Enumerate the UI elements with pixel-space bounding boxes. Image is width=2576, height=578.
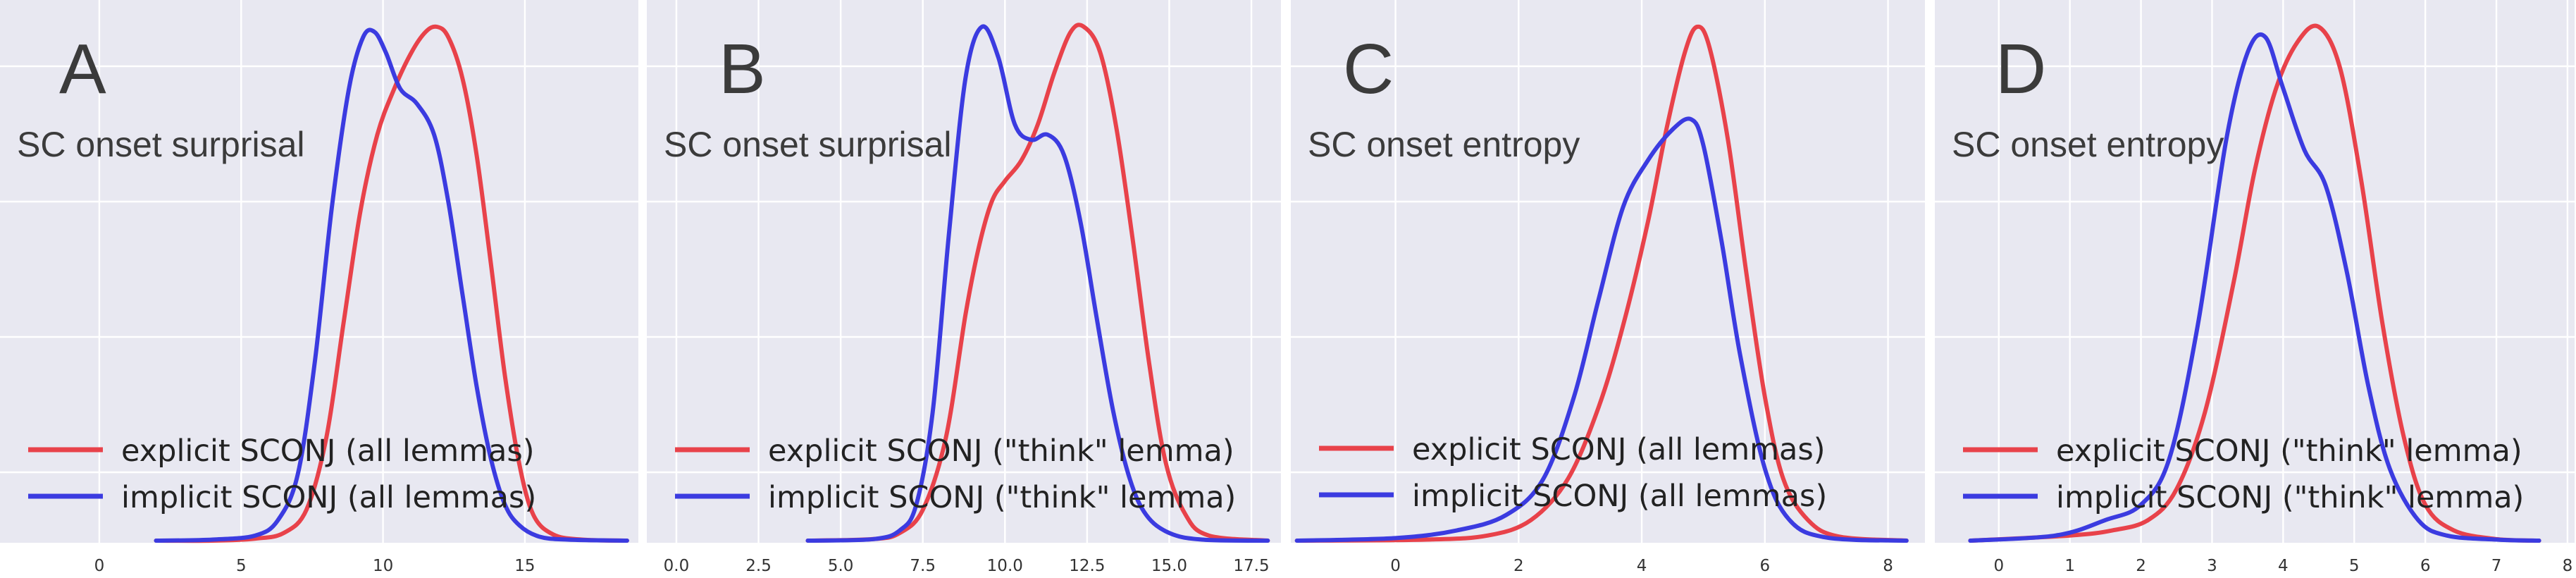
legend-label-implicit: implicit SCONJ ("think" lemma) bbox=[2056, 480, 2524, 515]
x-tick-label: 6 bbox=[2420, 557, 2431, 575]
implicit-density-line bbox=[805, 24, 1270, 543]
x-tick-label: 7.5 bbox=[910, 557, 936, 575]
x-axis-ticks: 0 2 4 6 8 bbox=[1390, 557, 1893, 575]
grid-lines bbox=[0, 0, 638, 543]
legend-label-implicit: implicit SCONJ ("think" lemma) bbox=[768, 480, 1236, 515]
x-tick-label: 4 bbox=[1637, 557, 1647, 575]
panel-background bbox=[1935, 0, 2575, 543]
panel-letter: D bbox=[1995, 30, 2046, 109]
x-axis-ticks: 0 1 2 3 4 5 6 7 8 bbox=[1993, 557, 2572, 575]
x-tick-label: 15 bbox=[514, 557, 535, 575]
x-tick-label: 5.0 bbox=[828, 557, 854, 575]
x-tick-label: 0 bbox=[94, 557, 105, 575]
x-tick-label: 8 bbox=[1883, 557, 1893, 575]
panel-b: B SC onset surprisal explicit SCONJ ("th… bbox=[647, 0, 1281, 575]
legend-label-implicit: implicit SCONJ (all lemmas) bbox=[1412, 479, 1827, 514]
x-tick-label: 2 bbox=[1513, 557, 1524, 575]
grid-lines bbox=[1935, 0, 2575, 543]
x-tick-label: 6 bbox=[1759, 557, 1770, 575]
implicit-density-line bbox=[154, 27, 629, 543]
panel-title: SC onset entropy bbox=[1952, 125, 2224, 164]
x-tick-label: 0 bbox=[1390, 557, 1401, 575]
panel-background bbox=[1291, 0, 1925, 543]
panel-title: SC onset surprisal bbox=[17, 125, 305, 164]
density-curves bbox=[1294, 24, 1909, 543]
panel-background bbox=[0, 0, 638, 543]
x-axis-ticks: 0.0 2.5 5.0 7.5 10.0 12.5 15.0 17.5 bbox=[664, 557, 1270, 575]
implicit-density-line bbox=[1968, 32, 2541, 543]
panel-letter: A bbox=[59, 30, 106, 109]
panel-letter: C bbox=[1343, 30, 1394, 109]
panel-a: A SC onset surprisal explicit SCONJ (all… bbox=[0, 0, 638, 575]
x-tick-label: 8 bbox=[2563, 557, 2573, 575]
explicit-density-line bbox=[1968, 23, 2541, 543]
density-curves bbox=[1968, 23, 2541, 543]
implicit-density-line bbox=[1294, 116, 1909, 543]
x-tick-label: 17.5 bbox=[1233, 557, 1269, 575]
panel-c: C SC onset entropy explicit SCONJ (all l… bbox=[1291, 0, 1925, 575]
x-tick-label: 10 bbox=[373, 557, 393, 575]
x-tick-label: 0.0 bbox=[664, 557, 690, 575]
x-tick-label: 3 bbox=[2207, 557, 2217, 575]
explicit-density-line bbox=[154, 24, 629, 543]
legend: explicit SCONJ (all lemmas) implicit SCO… bbox=[28, 434, 536, 515]
x-tick-label: 10.0 bbox=[987, 557, 1023, 575]
legend: explicit SCONJ ("think" lemma) implicit … bbox=[1963, 434, 2524, 515]
x-tick-label: 2.5 bbox=[745, 557, 772, 575]
x-tick-label: 15.0 bbox=[1151, 557, 1187, 575]
x-tick-label: 5 bbox=[2349, 557, 2360, 575]
legend-label-explicit: explicit SCONJ ("think" lemma) bbox=[768, 434, 1234, 469]
legend: explicit SCONJ ("think" lemma) implicit … bbox=[675, 434, 1236, 515]
x-tick-label: 5 bbox=[236, 557, 247, 575]
legend: explicit SCONJ (all lemmas) implicit SCO… bbox=[1319, 432, 1827, 514]
legend-label-explicit: explicit SCONJ (all lemmas) bbox=[1412, 432, 1826, 467]
x-axis-ticks: 0 5 10 15 bbox=[94, 557, 535, 575]
x-tick-label: 0 bbox=[1993, 557, 2004, 575]
legend-label-implicit: implicit SCONJ (all lemmas) bbox=[121, 480, 536, 515]
grid-lines bbox=[1291, 0, 1925, 543]
explicit-density-line bbox=[1294, 24, 1909, 543]
x-tick-label: 4 bbox=[2278, 557, 2289, 575]
explicit-density-line bbox=[805, 23, 1270, 543]
legend-label-explicit: explicit SCONJ (all lemmas) bbox=[121, 434, 535, 469]
density-curves bbox=[154, 24, 629, 543]
x-tick-label: 12.5 bbox=[1069, 557, 1105, 575]
x-tick-label: 7 bbox=[2491, 557, 2502, 575]
panel-d: D SC onset entropy explicit SCONJ ("thin… bbox=[1935, 0, 2575, 575]
density-curves bbox=[805, 23, 1270, 543]
panel-letter: B bbox=[719, 30, 766, 109]
legend-label-explicit: explicit SCONJ ("think" lemma) bbox=[2056, 434, 2522, 469]
panel-title: SC onset entropy bbox=[1308, 125, 1580, 164]
x-tick-label: 1 bbox=[2064, 557, 2075, 575]
panel-title: SC onset surprisal bbox=[664, 125, 952, 164]
x-tick-label: 2 bbox=[2136, 557, 2146, 575]
